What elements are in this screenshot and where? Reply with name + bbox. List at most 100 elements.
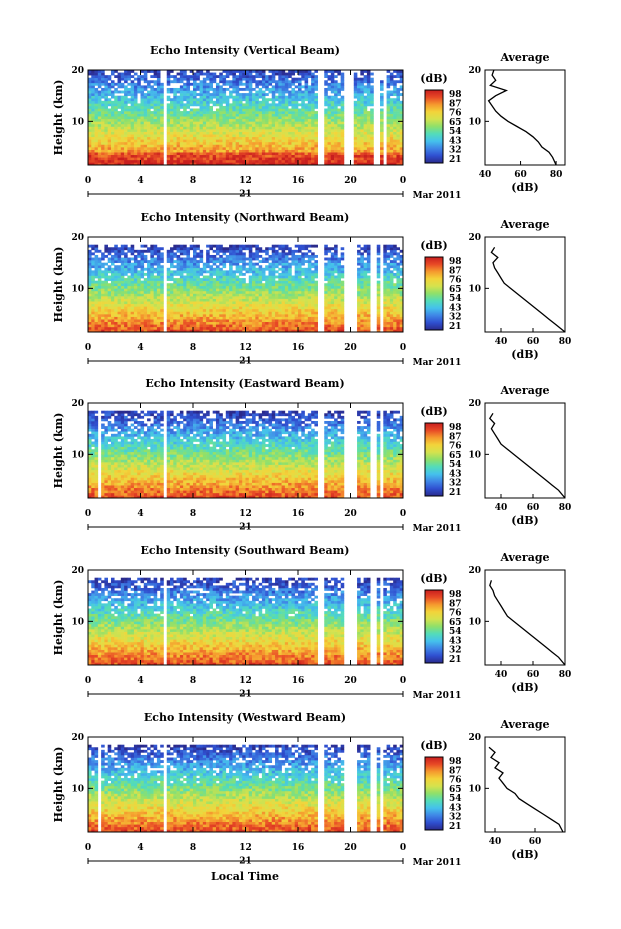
colorbar-tick-label: 65 [449, 451, 462, 461]
date-label: Mar 2011 [413, 858, 462, 868]
day-label: 21 [239, 690, 252, 700]
colorbar [424, 422, 444, 497]
x-tick-label: 0 [400, 843, 406, 853]
profile-line [488, 412, 566, 499]
profile-title: Average [499, 384, 549, 397]
colorbar-tick-label: 21 [449, 322, 462, 332]
colorbar-tick-label: 76 [449, 276, 462, 286]
profile-title: Average [499, 51, 549, 64]
panel-1: Echo Intensity (Vertical Beam) Height (km… [52, 44, 566, 201]
y-tick-label: 10 [71, 784, 84, 794]
profile-frame [484, 402, 566, 499]
panel-4: Echo Intensity (Southward Beam) Height (k… [52, 544, 571, 701]
colorbar-title: (dB) [420, 572, 447, 585]
colorbar-tick-label: 54 [449, 294, 462, 304]
colorbar-tick-label: 21 [449, 822, 462, 832]
profile-x-tick-label: 60 [527, 670, 540, 680]
x-tick-label: 0 [85, 676, 91, 686]
colorbar-tick-label: 87 [449, 266, 462, 276]
colorbar-title: (dB) [420, 405, 447, 418]
profile-x-label: (dB) [511, 681, 538, 694]
profile-x-tick-label: 60 [529, 837, 542, 847]
panel-2: Echo Intensity (Northward Beam) Height (k… [52, 211, 571, 368]
x-tick-label: 0 [85, 843, 91, 853]
colorbar-tick-label: 76 [449, 442, 462, 452]
colorbar-tick-label: 65 [449, 285, 462, 295]
profile-line [489, 580, 566, 666]
x-tick-label: 12 [239, 343, 252, 353]
profile-x-tick-label: 80 [559, 337, 572, 347]
y-tick-label: 10 [71, 284, 84, 294]
colorbar-tick-label: 54 [449, 460, 462, 470]
colorbar-tick-label: 65 [449, 618, 462, 628]
colorbar-tick-label: 32 [449, 479, 462, 489]
date-label: Mar 2011 [413, 524, 462, 534]
panel-title: Echo Intensity (Westward Beam) [144, 711, 346, 724]
y-tick-label: 20 [71, 66, 84, 76]
colorbar-title: (dB) [420, 72, 447, 85]
profile-x-tick-label: 40 [489, 837, 502, 847]
y-axis-label: Height (km) [52, 747, 65, 823]
panel-title: Echo Intensity (Northward Beam) [141, 211, 350, 224]
profile-x-tick-label: 40 [495, 503, 508, 513]
x-tick-label: 12 [239, 176, 252, 186]
profile-y-tick-label: 10 [468, 450, 481, 460]
x-axis-label: Local Time [211, 870, 279, 883]
colorbar-title: (dB) [420, 239, 447, 252]
profile-frame [484, 736, 566, 833]
colorbar-tick-label: 43 [449, 803, 462, 813]
date-label: Mar 2011 [413, 691, 462, 701]
y-axis-label: Height (km) [52, 580, 65, 656]
panel-title: Echo Intensity (Eastward Beam) [145, 377, 344, 390]
colorbar-tick-label: 65 [449, 118, 462, 128]
x-tick-label: 16 [292, 176, 305, 186]
colorbar-tick-label: 21 [449, 155, 462, 165]
colorbar-title: (dB) [420, 739, 447, 752]
colorbar-tick-label: 43 [449, 136, 462, 146]
date-label: Mar 2011 [413, 191, 462, 201]
x-tick-label: 12 [239, 843, 252, 853]
colorbar-tick-label: 21 [449, 488, 462, 498]
y-tick-label: 20 [71, 733, 84, 743]
colorbar-tick-label: 87 [449, 766, 462, 776]
profile-y-tick-label: 20 [468, 66, 481, 76]
x-tick-label: 0 [400, 176, 406, 186]
profile-x-tick-label: 40 [479, 170, 492, 180]
x-tick-label: 4 [137, 343, 143, 353]
profile-y-tick-label: 20 [468, 566, 481, 576]
profile-x-tick-label: 80 [550, 170, 563, 180]
profile-x-tick-label: 60 [527, 503, 540, 513]
colorbar-tick-label: 98 [449, 590, 462, 600]
profile-x-label: (dB) [511, 181, 538, 194]
profile-x-tick-label: 40 [495, 337, 508, 347]
x-tick-label: 16 [292, 843, 305, 853]
x-tick-label: 4 [137, 509, 143, 519]
y-tick-label: 10 [71, 117, 84, 127]
colorbar-tick-label: 32 [449, 646, 462, 656]
x-tick-label: 0 [400, 343, 406, 353]
colorbar-tick-label: 76 [449, 609, 462, 619]
x-tick-label: 20 [344, 509, 357, 519]
y-tick-label: 10 [71, 617, 84, 627]
colorbar-tick-label: 43 [449, 303, 462, 313]
x-tick-label: 8 [190, 176, 196, 186]
x-tick-label: 12 [239, 676, 252, 686]
x-tick-label: 20 [344, 676, 357, 686]
x-tick-label: 4 [137, 676, 143, 686]
profile-title: Average [499, 218, 549, 231]
date-label: Mar 2011 [413, 358, 462, 368]
profile-x-label: (dB) [511, 348, 538, 361]
heatmap-cells [88, 577, 404, 666]
x-tick-label: 16 [292, 676, 305, 686]
panel-5: Echo Intensity (Westward Beam) Height (km… [52, 711, 566, 868]
colorbar-tick-label: 54 [449, 127, 462, 137]
colorbar-tick-label: 32 [449, 146, 462, 156]
profile-title: Average [499, 718, 549, 731]
y-tick-label: 20 [71, 566, 84, 576]
profile-x-tick-label: 40 [495, 670, 508, 680]
x-tick-label: 8 [190, 843, 196, 853]
panel-title: Echo Intensity (Southward Beam) [141, 544, 350, 557]
heatmap-cells [88, 410, 404, 499]
y-tick-label: 20 [71, 399, 84, 409]
